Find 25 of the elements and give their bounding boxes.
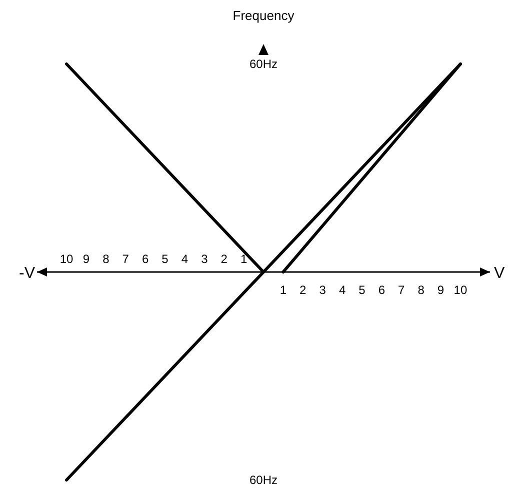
x2-tick-label: 5: [358, 283, 366, 297]
x-tick-label: 9: [82, 252, 90, 266]
x2-tick-label: 4: [338, 283, 346, 297]
x2-tick-label: 2: [300, 283, 307, 297]
x-axis-title: V: [494, 265, 505, 282]
x-tick-label: 1: [240, 252, 248, 266]
x-tick-label: 7: [122, 252, 130, 266]
x-tick-label: 5: [162, 252, 169, 266]
x2-tick-label: 9: [437, 283, 444, 297]
x2-tick-label: 7: [398, 283, 406, 297]
y-tick-label: 60Hz: [249, 57, 278, 71]
x-tick-label: 4: [181, 252, 188, 266]
x2-tick-label: 10: [454, 283, 468, 297]
y-axis-title: Frequency: [232, 8, 295, 23]
x-tick-label: 8: [102, 252, 110, 266]
x-tick-label: 2: [220, 252, 228, 266]
x2-tick-label: 1: [280, 283, 287, 297]
text: -V: [19, 265, 36, 282]
x2-tick-label: 6: [378, 283, 386, 297]
x2-tick-label: 3: [319, 283, 326, 297]
x-tick-label: 10: [60, 252, 74, 266]
y-tick-label: 60Hz: [249, 473, 278, 487]
x-tick-label: 6: [142, 252, 149, 266]
x-tick-label: 3: [201, 252, 208, 266]
x2-tick-label: 8: [418, 283, 425, 297]
